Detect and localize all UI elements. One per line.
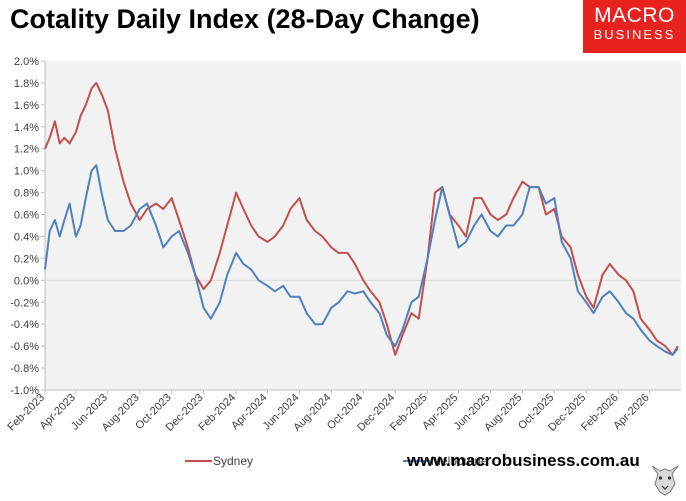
chart-title: Cotality Daily Index (28-Day Change) (10, 4, 480, 34)
series-line-melbourne (44, 164, 679, 356)
y-axis: -1.0% -0.8% -0.6% -0.4% -0.2% 0.0% 0.2% 0.4% 0.6… (10, 56, 46, 397)
y-tick-label: -0.4% (10, 319, 39, 331)
macrobusiness-logo: MACRO BUSINESS (583, 0, 686, 53)
y-tick-label: 1.6% (14, 100, 39, 112)
y-tick-label: 1.0% (14, 166, 39, 178)
plot-area (45, 61, 681, 390)
wolf-head-icon (651, 465, 679, 496)
y-tick-label: 0.8% (14, 188, 39, 200)
y-tick-label: 1.4% (14, 122, 39, 134)
website-url: www.macrobusiness.com.au (407, 451, 640, 470)
series-group (44, 81, 679, 356)
y-tick-label: 2.0% (14, 56, 39, 68)
y-tick-label: -0.6% (10, 341, 39, 353)
y-tick-label: 1.2% (14, 144, 39, 156)
x-axis: Feb-2023Apr-2023Jun-2023Aug-2023Oct-2023… (5, 389, 681, 434)
logo-line-1: MACRO (594, 4, 675, 27)
logo-line-2: BUSINESS (593, 27, 676, 42)
y-tick-label: 1.8% (14, 78, 39, 90)
y-tick-label: 0.4% (14, 231, 39, 243)
y-tick-label: -1.0% (10, 385, 39, 397)
y-tick-label: -0.2% (10, 297, 39, 309)
legend: Sydney Melbourne (185, 454, 488, 468)
y-tick-label: -0.8% (10, 363, 39, 375)
y-tick-label: 0.2% (14, 253, 39, 265)
series-line-sydney (44, 81, 679, 356)
y-tick-label: 0.0% (14, 275, 39, 287)
y-tick-label: 0.6% (14, 210, 39, 222)
legend-label: Sydney (213, 454, 253, 468)
legend-label: Melbourne (431, 454, 488, 468)
